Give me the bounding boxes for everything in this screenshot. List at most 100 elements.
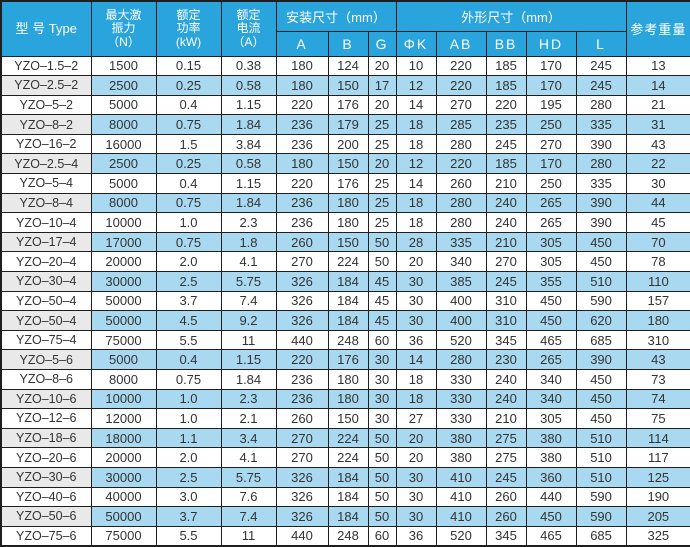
value-cell: 224 — [327, 447, 369, 468]
value-cell: 30000 — [90, 271, 157, 292]
value-cell: 7.4 — [220, 290, 277, 312]
value-cell: 45 — [367, 290, 397, 312]
header-force-line1: 最大激 — [105, 7, 142, 22]
value-cell: 340 — [525, 388, 577, 410]
table-row: YZO–18–6 18000 1.1 3.4 270 224 50 20 380 275 380 51… — [0, 427, 690, 449]
value-cell: 465 — [525, 329, 577, 351]
header-col-a: A — [275, 30, 329, 57]
value-cell: 17 — [367, 75, 397, 96]
value-cell: 21 — [625, 94, 690, 116]
value-cell: 2.5 — [155, 466, 222, 488]
value-cell: 0.75 — [155, 369, 222, 390]
value-cell: 184 — [327, 271, 369, 292]
table-row: YZO–17–4 17000 0.75 1.8 260 150 50 28 335 210 305 4… — [0, 231, 690, 253]
model-cell: YZO–2.5–2 — [0, 75, 92, 96]
value-cell: 18000 — [90, 427, 157, 449]
value-cell: 43 — [625, 133, 690, 155]
value-cell: 4.5 — [155, 310, 222, 331]
value-cell: 74 — [625, 388, 690, 410]
value-cell: 400 — [435, 310, 487, 331]
value-cell: 30 — [395, 271, 437, 292]
header-model-en: Type — [48, 20, 77, 36]
value-cell: 190 — [625, 486, 690, 508]
value-cell: 380 — [525, 427, 577, 449]
value-cell: 326 — [275, 486, 329, 508]
value-cell: 260 — [485, 486, 527, 508]
value-cell: 25 — [367, 133, 397, 155]
value-cell: 1.84 — [220, 114, 277, 135]
header-force-line2: 振力 — [111, 21, 136, 35]
value-cell: 1.15 — [220, 349, 277, 370]
value-cell: 2500 — [90, 153, 157, 175]
model-cell: YZO–20–4 — [0, 251, 92, 273]
value-cell: 280 — [435, 212, 487, 233]
value-cell: 179 — [327, 114, 369, 135]
model-cell: YZO–30–4 — [0, 271, 92, 292]
value-cell: 510 — [575, 271, 627, 292]
header-rated-current: 额定 电流 （A） — [220, 0, 277, 57]
value-cell: 9.2 — [220, 310, 277, 331]
value-cell: 16000 — [90, 133, 157, 155]
table-row: YZO–10–4 10000 1.0 2.3 236 180 25 18 280 240 265 39… — [0, 212, 690, 233]
value-cell: 1.0 — [155, 388, 222, 410]
value-cell: 180 — [327, 212, 369, 233]
value-cell: 440 — [275, 329, 329, 351]
value-cell: 450 — [575, 251, 627, 273]
value-cell: 10000 — [90, 212, 157, 233]
value-cell: 270 — [435, 94, 487, 116]
value-cell: 195 — [525, 94, 577, 116]
value-cell: 260 — [485, 506, 527, 527]
value-cell: 685 — [575, 525, 627, 547]
header-power-unit: (kW) — [175, 34, 202, 49]
value-cell: 685 — [575, 329, 627, 351]
value-cell: 12000 — [90, 408, 157, 429]
value-cell: 30 — [395, 486, 437, 508]
value-cell: 450 — [575, 408, 627, 429]
value-cell: 180 — [327, 192, 369, 214]
value-cell: 184 — [327, 466, 369, 488]
value-cell: 335 — [575, 173, 627, 194]
value-cell: 245 — [485, 271, 527, 292]
value-cell: 380 — [525, 447, 577, 468]
value-cell: 125 — [625, 466, 690, 488]
value-cell: 7.4 — [220, 506, 277, 527]
value-cell: 28 — [395, 231, 437, 253]
model-cell: YZO–8–2 — [0, 114, 92, 135]
table-row: YZO–75–4 75000 5.5 11 440 248 60 36 520 345 465 685… — [0, 329, 690, 351]
value-cell: 410 — [435, 486, 487, 508]
value-cell: 4.1 — [220, 251, 277, 273]
value-cell: 12 — [395, 75, 437, 96]
value-cell: 390 — [575, 212, 627, 233]
value-cell: 325 — [625, 525, 690, 547]
value-cell: 220 — [435, 55, 487, 77]
value-cell: 20 — [367, 94, 397, 116]
value-cell: 36 — [395, 525, 437, 547]
value-cell: 5.5 — [155, 329, 222, 351]
value-cell: 305 — [525, 408, 577, 429]
value-cell: 20 — [395, 427, 437, 449]
value-cell: 0.25 — [155, 75, 222, 96]
value-cell: 22 — [625, 153, 690, 175]
value-cell: 18 — [395, 192, 437, 214]
value-cell: 450 — [575, 388, 627, 410]
model-cell: YZO–8–6 — [0, 369, 92, 390]
value-cell: 184 — [327, 486, 369, 508]
value-cell: 184 — [327, 506, 369, 527]
value-cell: 450 — [525, 290, 577, 312]
value-cell: 220 — [435, 75, 487, 96]
value-cell: 450 — [525, 506, 577, 527]
value-cell: 305 — [525, 251, 577, 273]
value-cell: 240 — [485, 192, 527, 214]
table-row: YZO–30–6 30000 2.5 5.75 326 184 50 30 410 245 360 5… — [0, 466, 690, 488]
value-cell: 78 — [625, 251, 690, 273]
value-cell: 236 — [275, 212, 329, 233]
header-row-groups: 型 号 Type 最大激 振力 （N） 额定 功率 (kW) 额定 电流 （A） — [0, 0, 690, 57]
value-cell: 310 — [485, 290, 527, 312]
value-cell: 210 — [485, 173, 527, 194]
header-row-subcolumns: A B G ΦK AB BB HD L — [1, 30, 690, 57]
value-cell: 2.3 — [220, 388, 277, 410]
value-cell: 1.15 — [220, 173, 277, 194]
value-cell: 12 — [395, 153, 437, 175]
header-max-force: 最大激 振力 （N） — [90, 0, 157, 57]
header-outline-group: 外形尺寸（mm） — [395, 0, 627, 32]
